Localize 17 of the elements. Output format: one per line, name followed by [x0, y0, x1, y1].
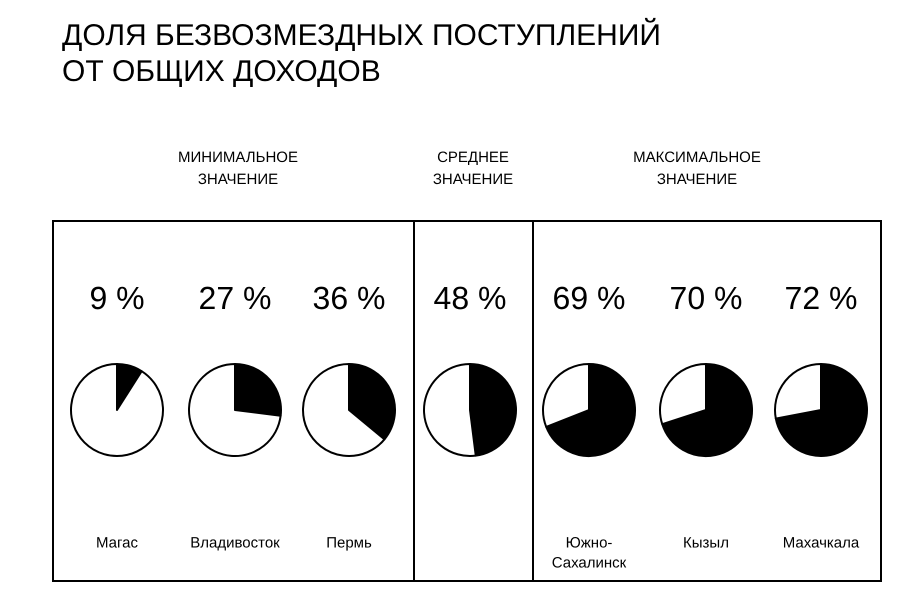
text: МАКСИМАЛЬНОЕ ЗНАЧЕНИЕ — [632, 148, 762, 190]
text: СРЕДНЕЕ ЗНАЧЕНИЕ — [432, 148, 514, 190]
data-label: 27 % — [198, 280, 272, 316]
text: Пермь — [326, 534, 372, 552]
text: ДОЛЯ БЕЗВОЗМЕЗДНЫХ ПОСТУПЛЕНИЙ ОТ ОБЩИХ ДОХОДОВ — [62, 18, 662, 90]
data-label: 9 % — [89, 280, 145, 316]
text: Кызыл — [683, 534, 729, 552]
text: Махачкала — [782, 534, 860, 552]
text: Магас — [96, 534, 138, 552]
data-label: 69 % — [552, 280, 626, 316]
data-label: 72 % — [784, 280, 858, 316]
text: МИНИМАЛЬНОЕ ЗНАЧЕНИЕ — [177, 148, 299, 190]
text: Южно-Сахалинск — [552, 534, 627, 572]
data-label: 36 % — [312, 280, 386, 316]
text: Владивосток — [190, 534, 280, 552]
data-label: 48 % — [434, 280, 506, 316]
data-label: 70 % — [670, 280, 742, 316]
